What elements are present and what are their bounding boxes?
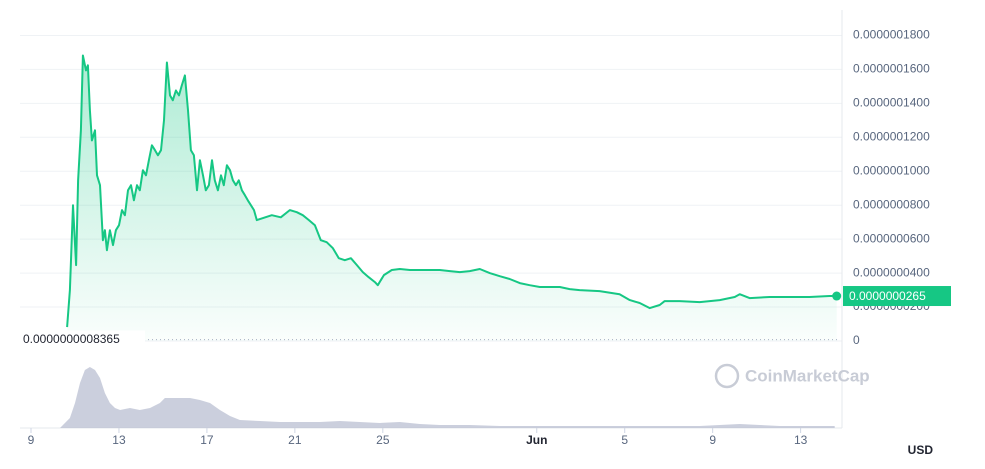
x-tick-label: Jun — [526, 433, 547, 447]
low-label: 0.0000000008365 — [23, 332, 120, 346]
y-tick-label: 0.0000000400 — [853, 265, 930, 279]
y-tick-label: 0.0000001600 — [853, 62, 930, 76]
y-tick-label: 0 — [853, 333, 860, 347]
watermark-logo — [714, 363, 740, 389]
currency-label: USD — [908, 443, 934, 457]
low-label-bg — [20, 330, 145, 347]
y-tick-label: 0.0000001800 — [853, 28, 930, 42]
y-tick-label: 0.0000000600 — [853, 231, 930, 245]
y-tick-label: 0.0000001000 — [853, 163, 930, 177]
last-label-bg — [843, 286, 951, 307]
x-tick-label: 17 — [200, 433, 214, 447]
last-value-label: 0.0000000265 — [849, 289, 926, 303]
y-tick-label: 0.0000001400 — [853, 96, 930, 110]
watermark: CoinMarketCap — [745, 366, 870, 385]
y-tick-label: 0.0000000800 — [853, 197, 930, 211]
x-tick-label: 5 — [621, 433, 628, 447]
x-tick-label: 13 — [112, 433, 126, 447]
x-tick-label: 25 — [376, 433, 390, 447]
x-tick-label: 13 — [794, 433, 808, 447]
x-tick-label: 9 — [709, 433, 716, 447]
price-area — [67, 55, 837, 341]
x-tick-label: 9 — [28, 433, 35, 447]
volume-area — [60, 367, 835, 428]
price-line — [66, 54, 837, 328]
last-point — [832, 291, 842, 301]
y-tick-label: 0.0000001200 — [853, 129, 930, 143]
x-tick-label: 21 — [288, 433, 302, 447]
